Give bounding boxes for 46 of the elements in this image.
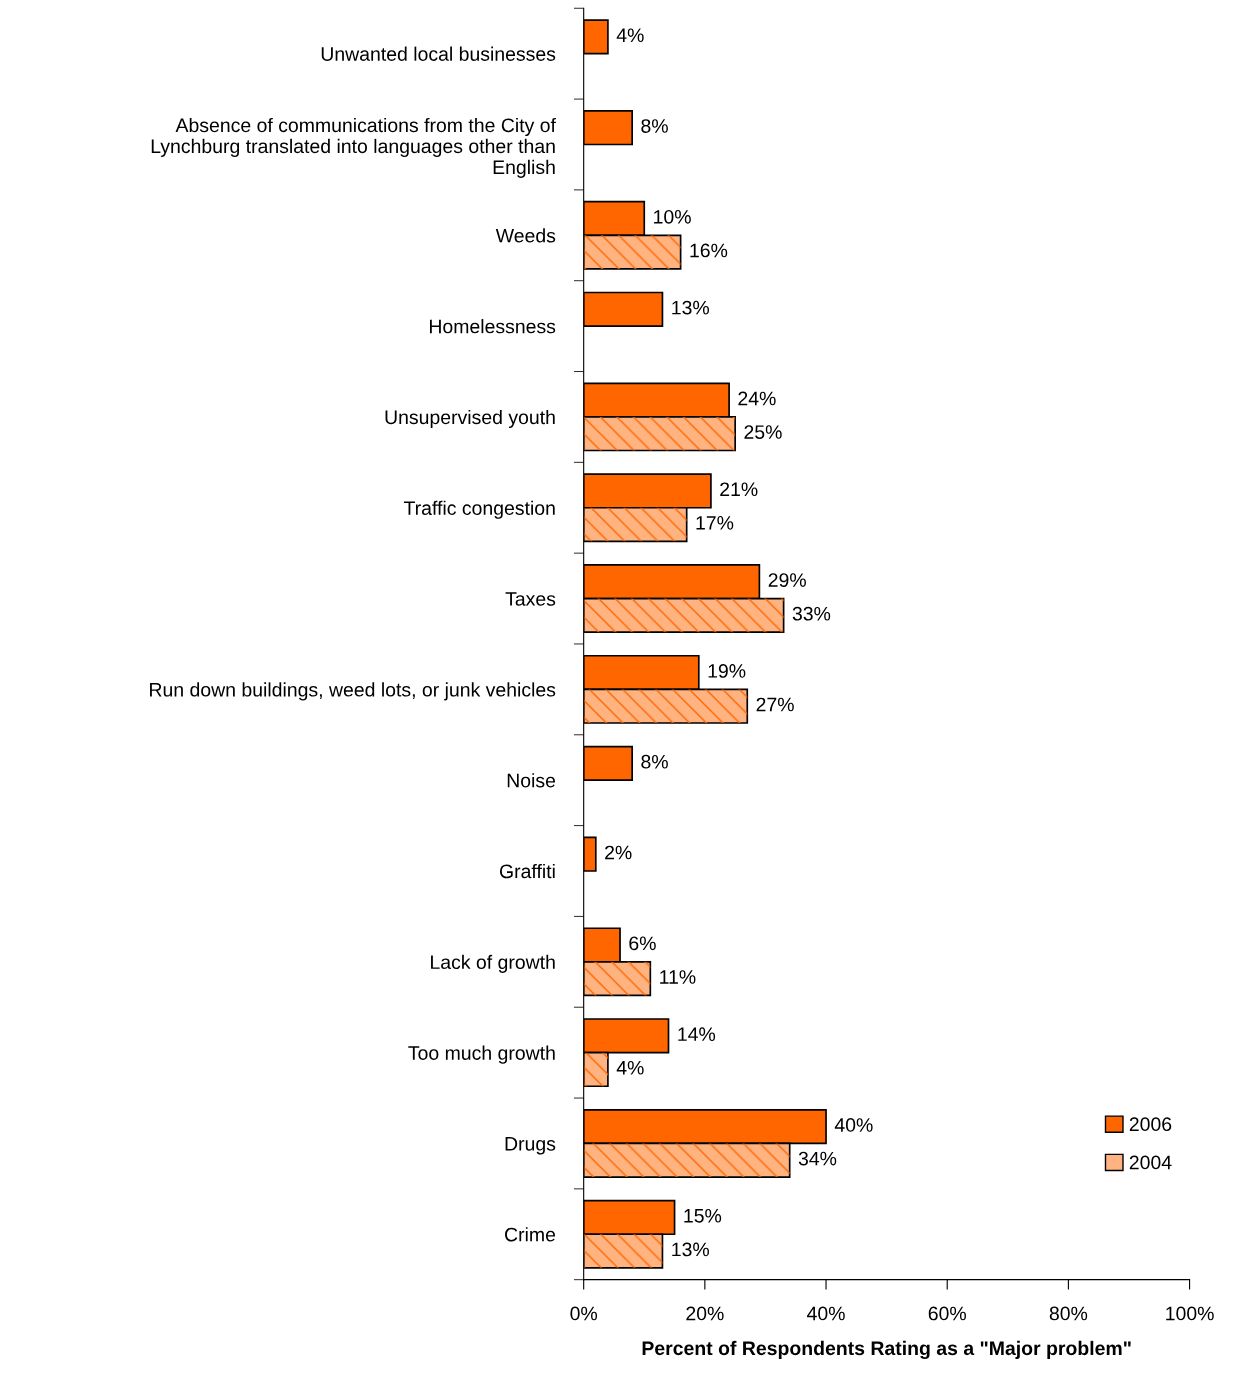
y-tick-label: Taxes [505,592,556,606]
data-label: 13% [672,300,710,315]
data-label: 16% [690,243,728,258]
legend-label: 2004 [1129,1155,1172,1170]
x-tick-label: 40% [807,1306,845,1321]
data-label: 6% [629,936,656,951]
data-label: 8% [641,754,668,769]
data-label: 29% [768,573,806,587]
y-tick-label: Unsupervised youth [385,409,555,429]
data-label: 19% [708,664,746,678]
legend-label: 2006 [1129,1117,1172,1132]
y-tick-label: Lack of growth [431,954,555,973]
data-label: 25% [744,425,782,439]
y-tick-label: Weeds [495,228,556,243]
data-label: 15% [684,1209,722,1223]
x-tick-label: 80% [1049,1306,1088,1321]
y-tick-label: Homelessness [429,319,556,334]
data-label: 8% [641,119,668,133]
data-label: 2% [605,845,632,860]
data-label: 21% [720,482,758,497]
data-label: 27% [756,697,794,712]
data-label: 4% [616,1060,644,1075]
y-tick-label: Run down buildings, weed lots, or junk vehicles [150,682,556,701]
y-tick-label: Noise [507,773,556,788]
data-label: 40% [834,1118,873,1132]
data-label: 10% [654,209,691,224]
x-tick-label: 0% [570,1306,598,1321]
y-tick-label: Drugs [505,1137,556,1155]
data-label: 34% [798,1151,837,1166]
y-tick-label: Unwanted local businesses [321,46,556,61]
y-tick-label: Absence of communications from the City of Lynchburg translated into languages other than English [151,117,556,178]
data-label: 4% [616,28,644,43]
x-tick-label: 100% [1166,1306,1214,1321]
data-label: 14% [678,1027,716,1041]
data-label: 33% [792,606,831,621]
x-axis-title: Percent of Respondents Rating as a "Major problem" [642,1340,1131,1360]
data-label: 24% [738,391,776,406]
data-label: 17% [696,516,734,530]
y-tick-label: Too much growth [408,1045,555,1064]
data-label: 13% [672,1242,710,1257]
data-label: 11% [660,970,696,984]
y-tick-label: Crime [505,1227,556,1242]
x-tick-label: 60% [928,1306,966,1321]
x-tick-label: 20% [686,1306,724,1321]
y-tick-label: Graffiti [499,863,555,879]
y-tick-label: Traffic congestion [403,500,555,519]
